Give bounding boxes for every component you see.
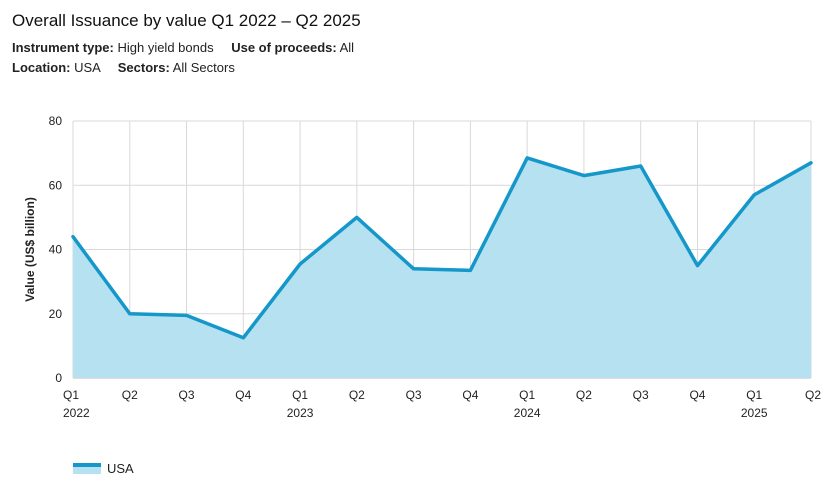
x-tick-label: Q1 [746,388,762,402]
data-point [241,336,245,340]
legend[interactable]: USA [73,461,134,476]
filter-label: Use of proceeds: [231,40,337,55]
y-tick-label: 0 [55,371,62,385]
series-area-usa [73,157,811,378]
x-tick-label: Q2 [805,388,821,402]
legend-swatch-usa [73,463,101,474]
filter-use-of-proceeds: Use of proceeds: All [231,40,354,55]
x-tick-label: Q1 [63,388,79,402]
chart-header: Overall Issuance by value Q1 2022 – Q2 2… [12,10,824,78]
x-tick-label: Q2 [349,388,365,402]
x-tick-label: Q1 [292,388,308,402]
x-tick-label: Q3 [406,388,422,402]
data-point [298,262,302,266]
x-tick-label: Q4 [235,388,251,402]
series-line-usa [71,156,813,340]
data-point [695,264,699,268]
x-tick-label: Q2 [576,388,592,402]
data-point [128,312,132,316]
x-year-label: 2024 [514,406,541,420]
filter-label: Instrument type: [12,40,114,55]
x-tick-label: Q3 [633,388,649,402]
filter-label: Location: [12,60,71,75]
x-tick-label: Q4 [462,388,478,402]
filter-location: Location: USA [12,60,104,75]
filter-label: Sectors: [117,60,170,75]
legend-label-usa: USA [107,461,134,476]
data-point [468,268,472,272]
data-point [809,161,813,165]
y-tick-label: 60 [49,178,63,192]
y-tick-label: 80 [49,114,63,128]
x-tick-label: Q3 [179,388,195,402]
x-year-label: 2022 [63,406,90,420]
data-point [639,164,643,168]
filter-row-2: Location: USA Sectors: All Sectors [12,58,824,78]
filters: Instrument type: High yield bonds Use of… [12,38,824,78]
data-point [412,267,416,271]
data-point [582,174,586,178]
filter-value: All [339,40,355,55]
data-point [752,193,756,197]
filter-value: USA [74,60,101,75]
x-tick-label: Q2 [122,388,138,402]
y-tick-label: 40 [49,243,63,257]
data-point [185,313,189,317]
x-tick-label: Q4 [689,388,705,402]
filter-value: All Sectors [172,60,235,75]
filter-instrument-type: Instrument type: High yield bonds [12,40,217,55]
x-year-label: 2025 [741,406,768,420]
y-axis-title: Value (US$ billion) [23,197,37,302]
filter-value: High yield bonds [117,40,214,55]
data-point [71,235,75,239]
filter-row-1: Instrument type: High yield bonds Use of… [12,38,824,58]
chart-title: Overall Issuance by value Q1 2022 – Q2 2… [12,11,361,30]
data-point [525,156,529,160]
y-tick-label: 20 [49,307,63,321]
filter-sectors: Sectors: All Sectors [118,60,235,75]
x-tick-label: Q1 [519,388,535,402]
data-point [355,215,359,219]
x-year-label: 2023 [287,406,314,420]
